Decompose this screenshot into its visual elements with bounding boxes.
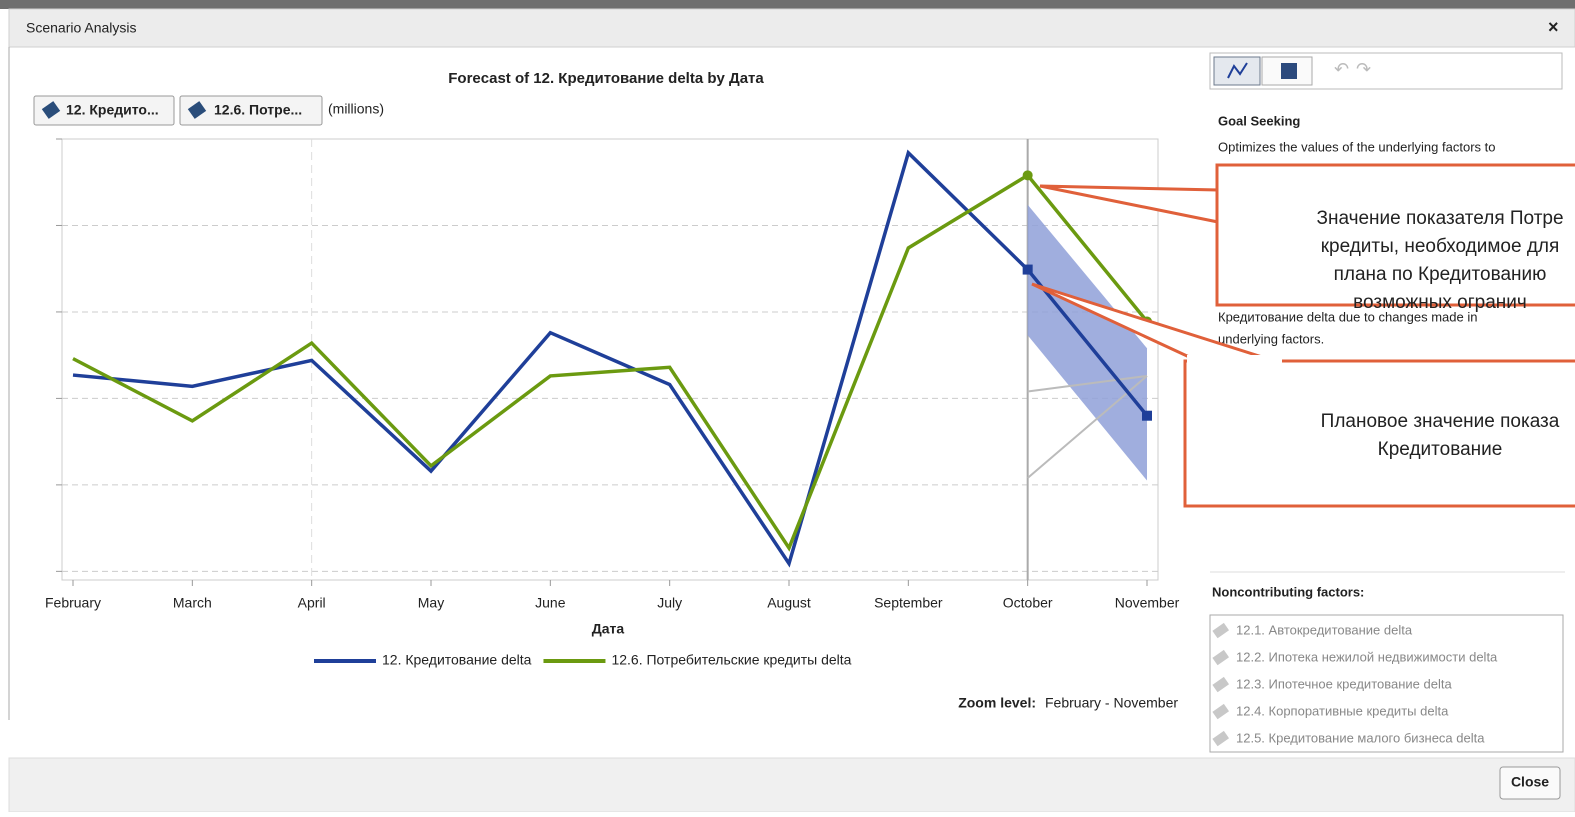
callout-box [1215, 163, 1575, 307]
window-title: Scenario Analysis [26, 20, 137, 36]
factor-label: 12.1. Автокредитование delta [1236, 622, 1413, 637]
x-tick-label: July [657, 595, 682, 611]
undo-icon[interactable]: ↶ [1334, 59, 1349, 79]
factor-icon [1212, 730, 1230, 747]
x-tick-label: February [45, 595, 101, 611]
icon [1281, 63, 1297, 79]
units-label: (millions) [328, 101, 384, 117]
plot: February March April May June July August Septe… [45, 138, 1180, 611]
marker [1022, 264, 1033, 275]
factor-label: 12.4. Корпоративные кредиты delta [1236, 703, 1449, 718]
factor-icon [1212, 649, 1230, 666]
annotation-text: плана по Кредитованию [1334, 264, 1547, 285]
factor-icon [1212, 676, 1230, 693]
zoom-label: Zoom level: [958, 695, 1036, 711]
annotation-text: Кредитование [1378, 439, 1503, 460]
panel-heading: Goal Seeking [1218, 113, 1300, 128]
icon [1227, 62, 1248, 79]
close-button-label: Close [1511, 774, 1549, 790]
x-axis-label: Дата [592, 621, 625, 637]
x-tick-label: September [874, 595, 943, 611]
button-label: 12. Кредито... [66, 102, 159, 118]
noncontributing-title: Noncontributing factors: [1212, 584, 1364, 599]
factor-items: 12.1. Автокредитование delta 12.2. Ипотек… [1212, 622, 1498, 747]
factor-label: 12.2. Ипотека нежилой недвижимости delta [1236, 649, 1498, 664]
annotation-text: возможных огранич [1353, 292, 1527, 313]
zoom-value: February - November [1045, 695, 1178, 711]
variable-button[interactable] [179, 95, 323, 126]
legend: 12. Кредитование delta 12.6. Потребительс… [314, 652, 852, 668]
footer [8, 757, 1575, 813]
annotations: Значение показателя Потре кредиты, необхо… [1316, 208, 1563, 460]
factor-icon [1212, 622, 1230, 639]
icon [187, 101, 207, 119]
x-tick-label: October [1003, 595, 1053, 611]
close-button[interactable] [1499, 766, 1561, 800]
title-bar [8, 8, 1575, 48]
legend-label: 12. Кредитование delta [382, 652, 532, 668]
annotation-text: Плановое значение показа [1321, 411, 1560, 432]
factor-list [1209, 614, 1564, 753]
chart-title: Forecast of 12. Кредитование delta by Да… [448, 70, 764, 87]
factor-label: 12.5. Кредитование малого бизнеса delta [1236, 730, 1485, 745]
panel-text: underlying factors. [1218, 331, 1324, 346]
factor-line [1027, 374, 1148, 393]
panel-text: Кредитование delta due to changes made i… [1218, 309, 1477, 324]
close-icon[interactable]: × [1548, 17, 1559, 37]
button-label: 12.6. Потре... [214, 102, 302, 118]
redo-icon[interactable]: ↷ [1356, 59, 1371, 79]
variable-button[interactable] [33, 95, 175, 126]
x-tick-label: November [1115, 595, 1180, 611]
callout-join [1187, 355, 1282, 365]
annotation-text: Значение показателя Потре [1316, 208, 1563, 229]
top-edge [0, 0, 1575, 9]
series-line [72, 173, 1149, 552]
annotation-text: кредиты, необходимое для [1321, 236, 1560, 257]
icon [41, 101, 61, 119]
plot-frame [61, 138, 1159, 581]
marker [1022, 170, 1033, 181]
factor-label: 12.3. Ипотечное кредитование delta [1236, 676, 1452, 691]
x-tick-label: March [173, 595, 212, 611]
legend-label: 12.6. Потребительские кредиты delta [611, 652, 851, 668]
x-tick-label: April [298, 595, 326, 611]
callout-box [1183, 359, 1575, 508]
marker [1142, 410, 1152, 421]
factor-icon [1212, 703, 1230, 720]
panel-text: Optimizes the values of the underlying f… [1218, 139, 1495, 154]
x-tick-label: August [767, 595, 811, 611]
x-tick-label: May [418, 595, 444, 611]
x-tick-label: June [535, 595, 566, 611]
